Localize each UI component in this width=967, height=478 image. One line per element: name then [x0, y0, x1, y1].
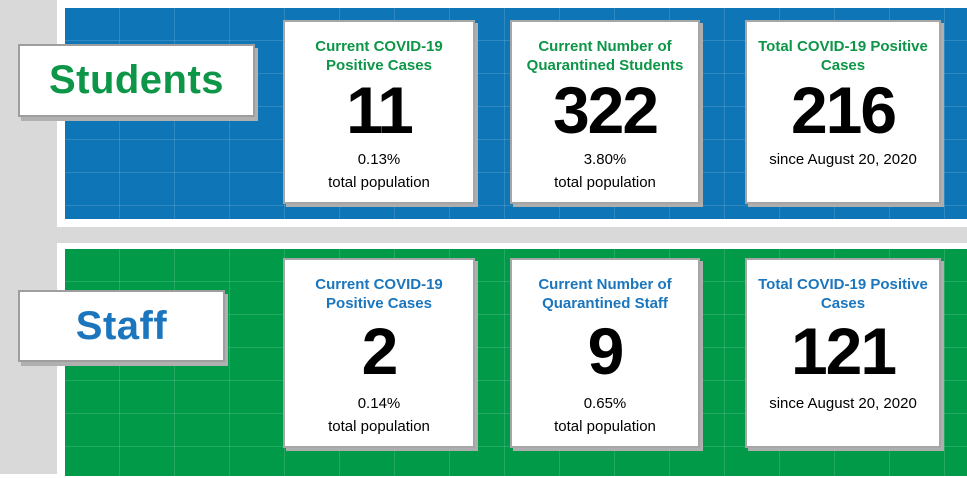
students-label-text: Students — [48, 58, 225, 102]
card-footnote-line2: total population — [328, 174, 430, 191]
card-title: Current COVID-19 Positive Cases — [315, 38, 443, 74]
students-section-label: Students — [18, 44, 255, 117]
staff-section-label: Staff — [18, 290, 225, 362]
students-quarantined-card: Current Number of Quarantined Students 3… — [510, 20, 700, 204]
card-footnote-line2: total population — [554, 174, 656, 191]
card-footnote-line1: 0.65% — [583, 395, 627, 412]
card-footnote: 0.13% total population — [328, 148, 430, 194]
staff-quarantined-card: Current Number of Quarantined Staff 9 0.… — [510, 258, 700, 448]
card-title: Current COVID-19 Positive Cases — [315, 276, 443, 312]
card-value: 11 — [346, 72, 414, 147]
card-footnote-line2: total population — [328, 418, 430, 435]
card-value: 322 — [552, 72, 659, 147]
staff-label-text: Staff — [75, 303, 168, 348]
card-footnote: 3.80% total population — [554, 148, 656, 194]
card-footnote: since August 20, 2020 — [769, 392, 917, 438]
card-footnote-line1: 3.80% — [583, 151, 627, 168]
students-total-positive-card: Total COVID-19 Positive Cases 216 since … — [745, 20, 941, 204]
card-title: Current Number of Quarantined Students — [526, 38, 684, 74]
card-title: Current Number of Quarantined Staff — [538, 276, 672, 312]
card-value: 121 — [790, 313, 897, 388]
card-footnote: since August 20, 2020 — [769, 148, 917, 194]
card-footnote-line1: 0.13% — [357, 151, 401, 168]
staff-total-positive-card: Total COVID-19 Positive Cases 121 since … — [745, 258, 941, 448]
card-footnote-line1: since August 20, 2020 — [769, 151, 917, 168]
card-value: 2 — [361, 313, 399, 388]
card-footnote: 0.65% total population — [554, 392, 656, 438]
card-value: 9 — [587, 313, 625, 388]
card-footnote-line1: 0.14% — [357, 395, 401, 412]
card-footnote-line1: since August 20, 2020 — [769, 395, 917, 412]
staff-current-positive-card: Current COVID-19 Positive Cases 2 0.14% … — [283, 258, 475, 448]
card-footnote-line2: total population — [554, 418, 656, 435]
card-title: Total COVID-19 Positive Cases — [758, 38, 928, 74]
card-footnote: 0.14% total population — [328, 392, 430, 438]
students-current-positive-card: Current COVID-19 Positive Cases 11 0.13%… — [283, 20, 475, 204]
section-divider-row — [0, 227, 967, 243]
card-value: 216 — [790, 72, 897, 147]
card-title: Total COVID-19 Positive Cases — [758, 276, 928, 312]
